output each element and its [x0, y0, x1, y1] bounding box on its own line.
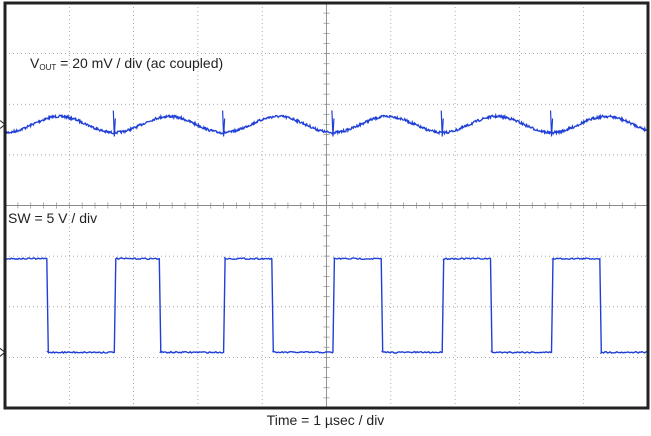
graticule — [4, 2, 649, 409]
vout-trace — [4, 112, 649, 137]
vout-switching-spike — [112, 110, 116, 137]
vout-label-sub: OUT — [39, 63, 56, 72]
trace-layer — [4, 110, 649, 355]
vout-switching-spike — [331, 110, 335, 137]
vout-label-main: V — [30, 55, 40, 71]
screen-frame — [3, 1, 650, 410]
vout-switching-spike — [222, 110, 226, 137]
vout-switching-spike — [440, 110, 444, 137]
vout-switching-spike — [549, 110, 554, 137]
time-base-label: Time = 1 µsec / div — [266, 412, 385, 428]
sw-trace — [4, 256, 648, 355]
sw-channel-label: SW = 5 V / div — [8, 210, 97, 226]
vout-channel-label: VOUT = 20 mV / div (ac coupled) — [30, 55, 223, 72]
vout-label-rest: = 20 mV / div (ac coupled) — [56, 55, 223, 71]
